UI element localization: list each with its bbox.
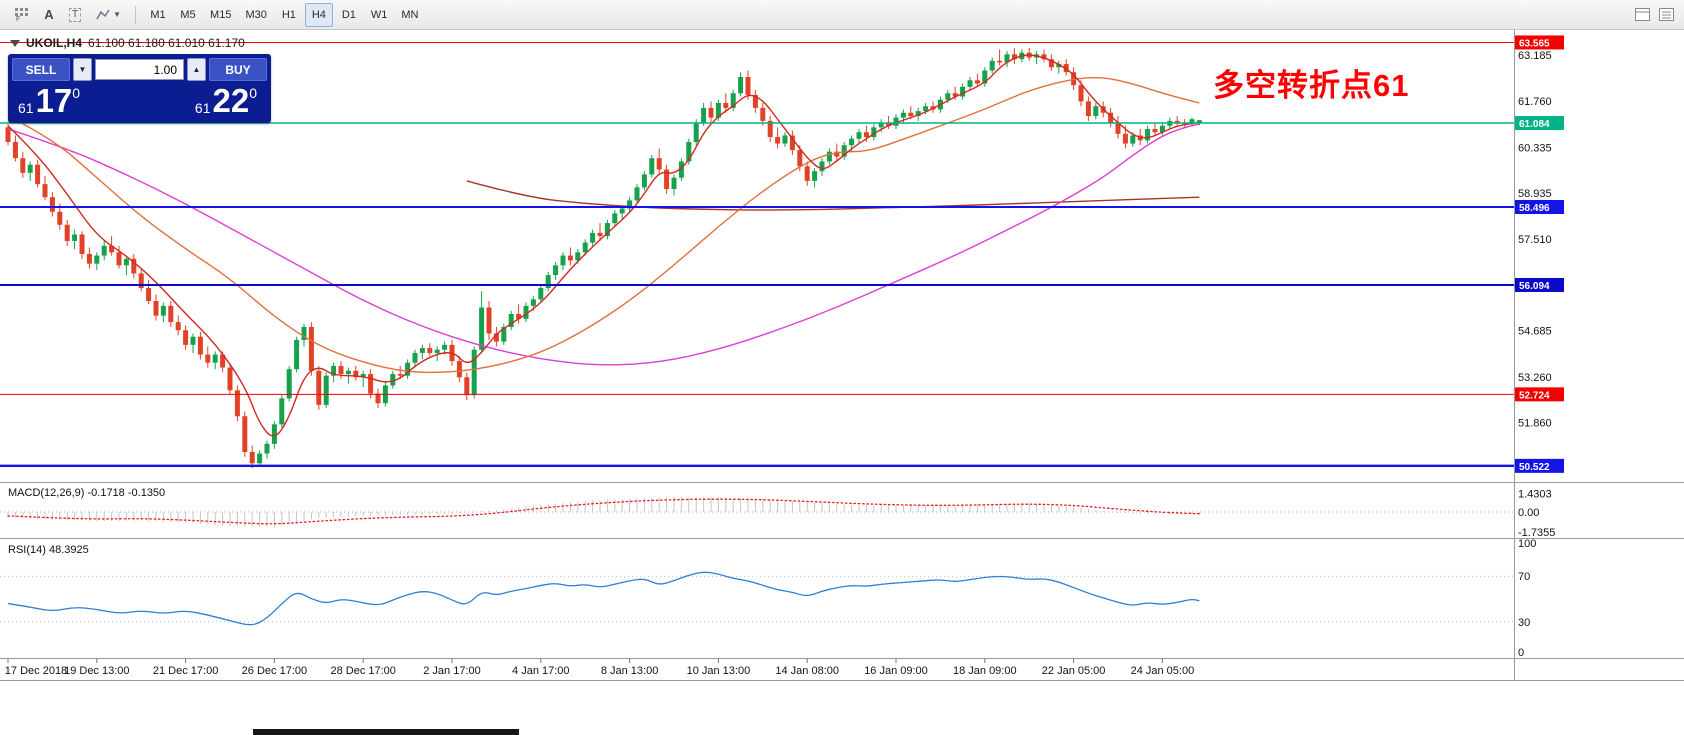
buy-price-main: 22 (212, 82, 250, 119)
window-list-icon[interactable] (1659, 8, 1674, 21)
timeframe-w1[interactable]: W1 (365, 3, 394, 27)
ma_long-line (466, 180, 1200, 211)
svg-text:8 Jan 13:00: 8 Jan 13:00 (601, 665, 659, 677)
label-tool-button[interactable]: T (63, 3, 87, 27)
svg-text:1.4303: 1.4303 (1518, 488, 1552, 500)
volume-increase-button[interactable]: ▲ (187, 58, 206, 81)
svg-text:0: 0 (1518, 647, 1524, 659)
svg-text:100: 100 (1518, 538, 1536, 550)
svg-text:61.084: 61.084 (1519, 119, 1550, 130)
svg-text:4 Jan 17:00: 4 Jan 17:00 (512, 665, 570, 677)
svg-text:30: 30 (1518, 617, 1530, 629)
svg-text:16 Jan 09:00: 16 Jan 09:00 (864, 665, 928, 677)
timeframe-h1[interactable]: H1 (275, 3, 303, 27)
pane-dividers (0, 30, 1684, 681)
svg-text:26 Dec 17:00: 26 Dec 17:00 (242, 665, 307, 677)
svg-text:53.260: 53.260 (1518, 372, 1552, 384)
svg-text:60.335: 60.335 (1518, 142, 1552, 154)
chart-annotation: 多空转折点61 (1213, 68, 1410, 103)
macd-name: MACD(12,26,9) (8, 487, 85, 499)
price-axis: 63.185 61.760 60.335 58.935 57.510 54.685 53.2… (1515, 35, 1564, 473)
text-tool-button[interactable]: A (37, 3, 61, 27)
macd-label: MACD(12,26,9) -0.1718 -0.1350 (8, 487, 165, 499)
svg-text:51.860: 51.860 (1518, 417, 1552, 429)
svg-text:14 Jan 08:00: 14 Jan 08:00 (775, 665, 839, 677)
timeframe-mn[interactable]: MN (395, 3, 424, 27)
rsi-name: RSI(14) (8, 544, 46, 556)
toolbar-separator (135, 5, 137, 24)
price-pane-candles (5, 47, 1202, 469)
svg-text:-1.7355: -1.7355 (1518, 527, 1555, 539)
timeframe-m5[interactable]: M5 (174, 3, 202, 27)
chart-title: UKOIL,H4 61.100 61.180 61.010 61.170 (10, 36, 245, 50)
svg-text:54.685: 54.685 (1518, 326, 1552, 338)
toolbar: F A T ▼ M1 M5 M15 M30 H1 H4 D1 W1 MN (0, 0, 1684, 30)
window-tile-icon[interactable] (1635, 8, 1650, 21)
svg-text:18 Jan 09:00: 18 Jan 09:00 (953, 665, 1017, 677)
svg-text:24 Jan 05:00: 24 Jan 05:00 (1131, 665, 1195, 677)
svg-text:17 Dec 2018: 17 Dec 2018 (5, 665, 67, 677)
svg-text:0.00: 0.00 (1518, 507, 1539, 519)
svg-text:56.094: 56.094 (1519, 281, 1550, 292)
svg-text:F: F (16, 16, 20, 22)
timeframe-m30[interactable]: M30 (239, 3, 272, 27)
timeframe-h4[interactable]: H4 (304, 2, 333, 27)
symbol-label: UKOIL,H4 (26, 36, 83, 50)
svg-text:61.760: 61.760 (1518, 96, 1552, 108)
svg-text:70: 70 (1518, 571, 1530, 583)
one-click-trading-panel: SELL ▼ ▲ BUY 61 17 0 61 22 0 (8, 54, 271, 123)
text-t-icon: T (69, 7, 82, 22)
one-click-collapse-toggle[interactable] (10, 39, 20, 47)
ohlc-values: 61.100 61.180 61.010 61.170 (88, 36, 245, 50)
price-levels (0, 41, 1514, 468)
svg-text:58.935: 58.935 (1518, 188, 1552, 200)
svg-text:63.565: 63.565 (1519, 38, 1550, 49)
svg-text:2 Jan 17:00: 2 Jan 17:00 (423, 665, 481, 677)
sell-button[interactable]: SELL (12, 58, 70, 81)
sell-price[interactable]: 61 17 0 (18, 82, 80, 120)
sell-price-prefix: 61 (18, 100, 34, 116)
grid-icon: F (15, 8, 28, 22)
sell-price-main: 17 (35, 82, 73, 119)
svg-text:50.522: 50.522 (1519, 462, 1550, 473)
buy-price-sup: 0 (249, 85, 257, 101)
buy-price-prefix: 61 (194, 100, 211, 116)
bottom-taskbar-fragment (253, 729, 519, 735)
buy-price[interactable]: 61 22 0 (195, 82, 257, 120)
text-a-icon: A (44, 7, 54, 22)
grid-tool-button[interactable]: F (8, 3, 35, 27)
svg-text:10 Jan 13:00: 10 Jan 13:00 (687, 665, 751, 677)
svg-text:28 Dec 17:00: 28 Dec 17:00 (330, 665, 395, 677)
ma_fast-line (7, 54, 1200, 437)
buy-button[interactable]: BUY (209, 58, 267, 81)
moving-averages (7, 54, 1200, 437)
rsi-label: RSI(14) 48.3925 (8, 544, 89, 556)
macd-main-value: -0.1718 (87, 487, 125, 499)
timeframe-m15[interactable]: M15 (204, 3, 237, 27)
svg-text:52.724: 52.724 (1519, 390, 1550, 401)
macd-pane: 1.4303 0.00 -1.7355 (0, 488, 1555, 539)
rsi-value: 48.3925 (48, 544, 89, 556)
macd-signal-value: -0.1350 (127, 487, 166, 499)
svg-text:21 Dec 17:00: 21 Dec 17:00 (153, 665, 218, 677)
shapes-tool-icon (96, 9, 110, 19)
svg-text:22 Jan 05:00: 22 Jan 05:00 (1042, 665, 1106, 677)
svg-text:19 Dec 13:00: 19 Dec 13:00 (64, 665, 129, 677)
volume-input[interactable] (95, 59, 184, 80)
ma_med-line (7, 76, 1200, 374)
ma_slow-line (7, 123, 1200, 366)
draw-tool-button[interactable]: ▼ (89, 3, 127, 27)
svg-text:58.496: 58.496 (1519, 203, 1550, 214)
rsi-pane: 100 70 30 0 (0, 538, 1536, 659)
volume-decrease-button[interactable]: ▼ (73, 58, 92, 81)
sell-price-sup: 0 (72, 85, 81, 101)
chevron-down-icon: ▼ (113, 10, 122, 19)
timeframe-d1[interactable]: D1 (335, 3, 363, 27)
chart-canvas[interactable]: 63.185 61.760 60.335 58.935 57.510 54.685 53.2… (0, 30, 1684, 735)
timeframe-m1[interactable]: M1 (144, 3, 172, 27)
svg-text:57.510: 57.510 (1518, 234, 1552, 246)
svg-text:63.185: 63.185 (1518, 50, 1552, 62)
